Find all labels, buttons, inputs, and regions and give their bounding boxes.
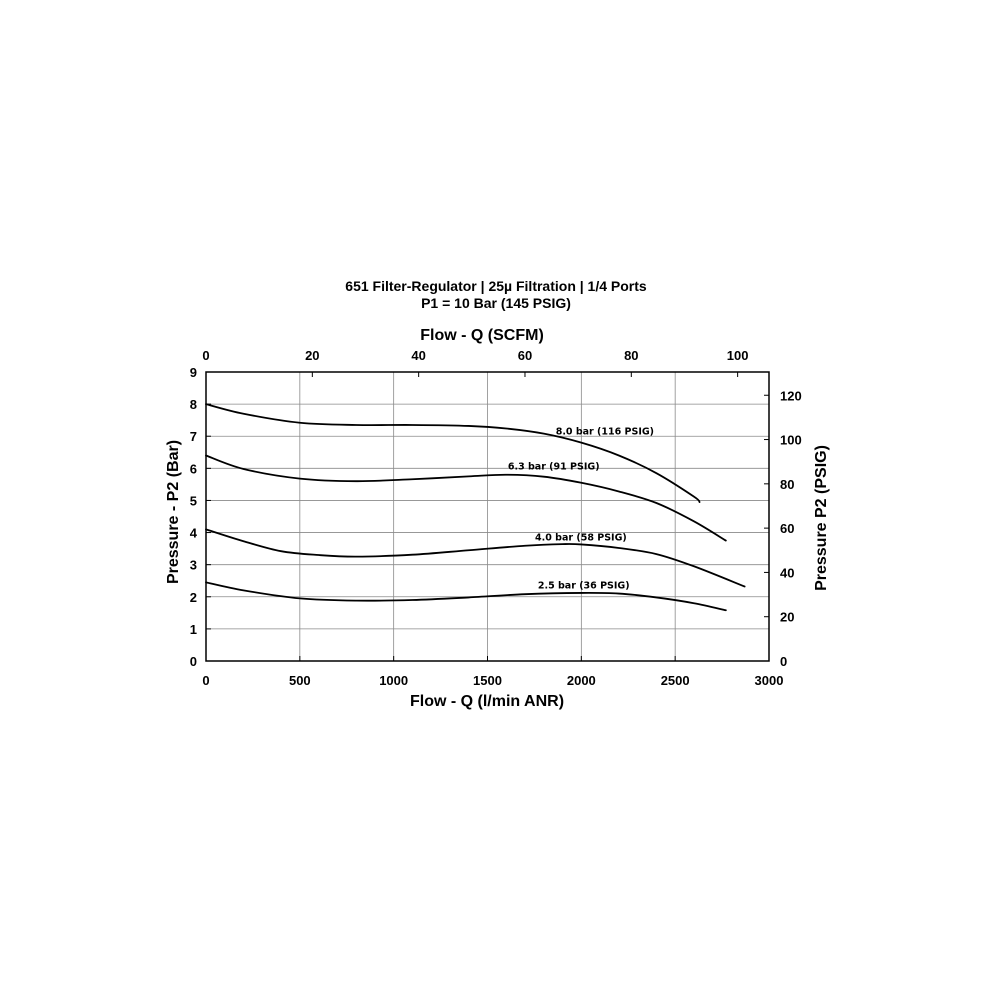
series-line [205, 403, 701, 503]
y-tick-label: 6 [190, 461, 197, 476]
bottom-axis-title: Flow - Q (l/min ANR) [410, 693, 564, 710]
x2-tick-label: 40 [411, 348, 425, 363]
y-tick-label: 8 [190, 397, 197, 412]
series-line [205, 528, 746, 588]
x2-tick-label: 80 [624, 348, 638, 363]
series-line [205, 454, 727, 542]
y2-tick-label: 20 [780, 610, 794, 625]
y-tick-label: 1 [190, 622, 197, 637]
y2-tick-label: 120 [780, 388, 802, 403]
y2-tick-label: 60 [780, 521, 794, 536]
series-labels: 8.0 bar (116 PSIG) 6.3 bar (91 PSIG) 4.0 b… [508, 426, 654, 591]
x2-tick-label: 20 [305, 348, 319, 363]
y-tick-label: 2 [190, 590, 197, 605]
top-axis-title: Flow - Q (SCFM) [420, 327, 544, 344]
y-tick-label: 7 [190, 429, 197, 444]
y-tick-label: 5 [190, 493, 197, 508]
y2-tick-label: 40 [780, 565, 794, 580]
series-line [205, 581, 727, 612]
series-label: 8.0 bar (116 PSIG) [556, 426, 654, 437]
series-label: 6.3 bar (91 PSIG) [508, 462, 600, 473]
plot-frame [205, 371, 770, 662]
x-tick-label: 0 [202, 673, 209, 688]
y2-tick-label: 0 [780, 654, 787, 669]
x-tick-label: 3000 [755, 673, 784, 688]
y-tick-label: 4 [190, 526, 198, 541]
y2-tick-label: 80 [780, 477, 794, 492]
x-tick-label: 2000 [567, 673, 596, 688]
y-tick-label: 3 [190, 558, 197, 573]
series-label: 2.5 bar (36 PSIG) [538, 581, 630, 592]
y2-tick-label: 100 [780, 433, 802, 448]
x2-tick-label: 100 [727, 348, 749, 363]
left-axis-title: Pressure - P2 (Bar) [165, 440, 182, 584]
chart-subtitle: P1 = 10 Bar (145 PSIG) [421, 295, 571, 311]
right-axis-title: Pressure P2 (PSIG) [813, 445, 830, 591]
y-tick-label: 0 [190, 654, 197, 669]
x-tick-label: 1500 [473, 673, 502, 688]
y-tick-label: 9 [190, 365, 197, 380]
series-label: 4.0 bar (58 PSIG) [535, 532, 627, 543]
x-tick-label: 2500 [661, 673, 690, 688]
x2-tick-label: 60 [518, 348, 532, 363]
x-tick-label: 500 [289, 673, 311, 688]
data-series [205, 403, 746, 612]
chart-title: 651 Filter-Regulator | 25µ Filtration | … [345, 278, 647, 294]
x-tick-label: 1000 [379, 673, 408, 688]
x2-tick-label: 0 [202, 348, 209, 363]
